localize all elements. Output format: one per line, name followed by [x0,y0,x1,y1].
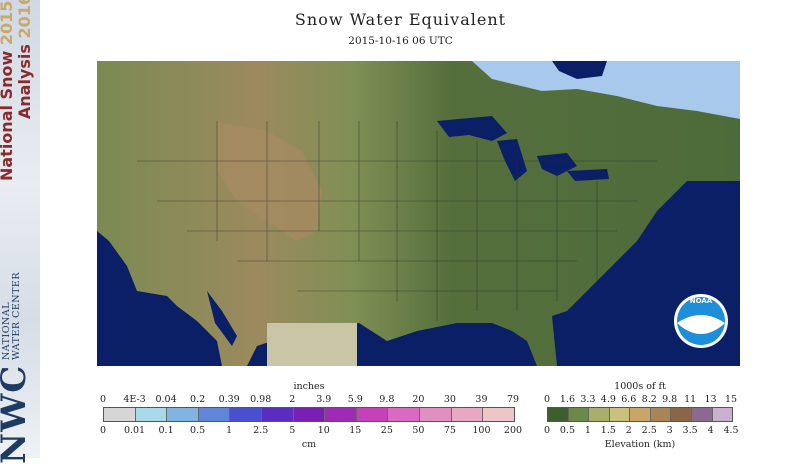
snow-color-swatch [483,408,514,421]
nwc-logo: NWC [0,364,34,464]
snow-color-swatch [388,408,421,421]
snow-tick-label: 0.1 [158,425,174,436]
snow-tick-label: 0 [99,425,107,436]
snow-legend: inches 0 4E-3 0.04 0.2 0.39 0.98 2 3.9 5.9 9.8 20 3… [99,378,522,450]
snow-tick-label: 79 [506,394,520,405]
snow-color-swatch [230,408,263,421]
snow-map: NOAA [97,61,740,366]
elevation-legend-units-bottom: Elevation (km) [604,439,676,450]
elevation-colorbar [547,407,733,422]
elev-tick-label: 2.5 [641,425,657,436]
snow-tick-label: 75 [443,425,456,436]
snow-color-swatch [167,408,199,421]
snow-tick-label: 0.04 [155,394,177,405]
snow-tick-label: 20 [412,394,425,405]
elev-color-swatch [609,408,631,421]
elev-tick-label: 0.5 [559,425,575,436]
snow-tick-label: 0.01 [123,425,146,436]
snow-tick-label: 30 [443,394,456,405]
snow-tick-label: 5.9 [347,394,363,405]
great-lakes [437,116,609,181]
snow-tick-label: 4E-3 [123,394,146,405]
elev-tick-label: 4.9 [600,394,616,405]
snow-tick-label: 0.2 [190,394,206,405]
snow-tick-label: 9.8 [379,394,395,405]
snow-color-swatch [198,408,231,421]
snow-color-swatch [420,408,452,421]
elev-tick-label: 6.6 [621,394,637,405]
snow-color-swatch [104,408,136,421]
snow-color-swatch [325,408,357,421]
snow-tick-label: 39 [475,394,488,405]
sidebar-title-line1: National Snow [0,50,16,181]
elev-tick-label: 15 [724,394,738,405]
elev-color-swatch [548,408,569,421]
noaa-logo-text: NOAA [690,297,713,305]
elev-tick-label: 1.5 [600,425,616,436]
elev-tick-label: 8.2 [641,394,657,405]
map-title: Snow Water Equivalent [294,10,507,29]
snow-tick-label: 15 [349,425,362,436]
snow-tick-label: 25 [380,425,393,436]
snow-tick-label: 2 [289,394,296,405]
noaa-logo: NOAA [674,294,728,348]
snow-tick-label: 0 [99,394,107,405]
elev-tick-label: 1.6 [559,394,575,405]
elev-color-swatch [650,408,672,421]
snow-tick-label: 3.9 [316,394,332,405]
elev-tick-label: 4.5 [723,425,739,436]
snow-tick-label: 100 [472,425,491,436]
snow-tick-label: 5 [289,425,296,436]
sidebar-title-line2: Analysis [15,44,34,120]
elev-tick-label: 0 [543,394,551,405]
sidebar-title: National Snow 2015- Analysis 2016 [0,0,42,222]
elev-color-swatch [630,408,651,421]
elev-tick-label: 4 [707,425,714,436]
map-timestamp: 2015-10-16 06 UTC [348,35,453,47]
elev-tick-label: 0 [543,425,551,436]
snow-color-swatch [262,408,294,421]
elev-tick-label: 3 [666,425,673,436]
elev-color-swatch [568,408,590,421]
snow-colorbar [103,407,515,422]
elev-tick-label: 11 [684,394,697,405]
snow-tick-label: 50 [412,425,425,436]
elev-tick-label: 2 [625,425,632,436]
snow-tick-label: 0.98 [250,394,272,405]
sidebar-center-name: NATIONAL WATER CENTER [1,271,22,360]
snow-tick-label: 0.5 [190,425,206,436]
sidebar-banner: National Snow 2015- Analysis 2016 NATION… [0,0,42,464]
elev-color-swatch [691,408,713,421]
snow-tick-label: 2.5 [253,425,269,436]
canada-snow [472,61,740,119]
state-borders [137,121,657,321]
elev-color-swatch [712,408,733,421]
gulf-of-california [207,291,237,346]
snow-tick-label: 0.39 [218,394,240,405]
snow-legend-units-top: inches [293,381,325,392]
snow-color-swatch [356,408,389,421]
elev-color-swatch [671,408,692,421]
mexico-nodata [267,323,357,366]
snow-color-swatch [135,408,168,421]
rocky-mountains [217,121,322,241]
snow-tick-label: 1 [226,425,233,436]
elev-tick-label: 3.5 [682,425,698,436]
elevation-legend-units-top: 1000s of ft [614,381,666,392]
elev-color-swatch [589,408,610,421]
snow-legend-units-bottom: cm [301,439,317,450]
elev-tick-label: 1 [584,425,591,436]
elev-tick-label: 9.8 [662,394,678,405]
snow-color-swatch [293,408,326,421]
snow-color-swatch [451,408,484,421]
elev-tick-label: 3.3 [580,394,596,405]
hudson-bay [552,61,607,79]
snow-tick-label: 10 [317,425,330,436]
elev-tick-label: 13 [704,394,717,405]
snow-tick-label: 200 [503,425,523,436]
